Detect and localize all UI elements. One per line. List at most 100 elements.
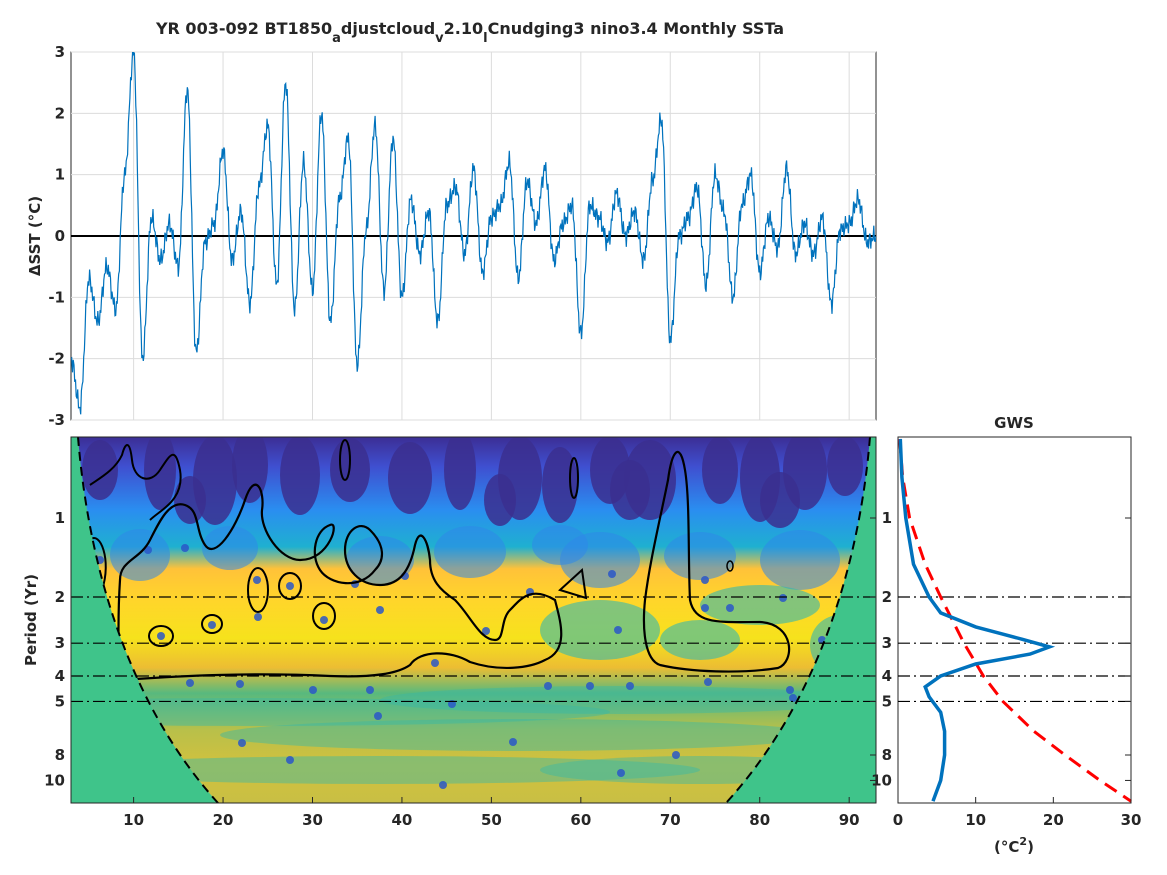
mid-power-region-6 [760, 530, 840, 590]
power-minimum-dot-13 [482, 627, 490, 635]
low-band-region-1 [380, 686, 860, 714]
power-minimum-dot-15 [608, 570, 616, 578]
sst-anomaly-line [71, 52, 876, 415]
gws-significance-curve [898, 438, 1132, 803]
power-minimum-dot-29 [236, 680, 244, 688]
cone-of-influence-right [726, 437, 876, 803]
gws-xtick-label-30: 30 [1121, 811, 1142, 829]
cone-boundary-left [77, 437, 219, 803]
low-power-region-6 [388, 442, 432, 514]
power-minimum-dot-22 [586, 682, 594, 690]
power-minimum-dot-12 [431, 659, 439, 667]
power-minimum-dot-23 [544, 682, 552, 690]
wavelet-xtick-label-90: 90 [839, 811, 860, 829]
ts-ytick-label-0: 3 [55, 43, 65, 61]
low-band-region-2 [220, 719, 820, 751]
gws-reference-lines [898, 596, 1131, 703]
power-minimum-dot-25 [704, 678, 712, 686]
significance-contour-small-4 [278, 572, 302, 600]
gws-ytick-label-8: 8 [882, 746, 892, 764]
cone-of-influence-left [71, 437, 218, 803]
power-minimum-dot-31 [366, 686, 374, 694]
power-minimum-dot-10 [157, 632, 165, 640]
power-minimum-dot-2 [181, 544, 189, 552]
gws-axes-box [897, 436, 1132, 804]
power-minimum-dot-28 [186, 679, 194, 687]
gws-title: GWS [994, 414, 1034, 432]
power-minimum-dot-36 [439, 781, 447, 789]
power-minimum-dot-21 [614, 626, 622, 634]
ts-ytick-label-1: 2 [55, 104, 65, 122]
gws-spectrum-curve [898, 438, 1056, 802]
wavelet-ytick-label-3: 3 [55, 634, 65, 652]
low-power-region-1 [144, 437, 176, 510]
mid-power-region-7 [532, 525, 588, 565]
significance-contour-small-1 [148, 625, 174, 647]
timeseries-ylabel: ΔSST (°C) [26, 196, 44, 276]
low-power-region-9 [542, 447, 578, 523]
wavelet-x-ticks: 10 20 30 40 50 60 70 80 90 [123, 797, 860, 829]
gws-ytick-label-5: 5 [882, 692, 892, 710]
low-power-region-19 [484, 474, 516, 526]
mid-power-region-5 [664, 532, 736, 580]
low-power-region-16 [174, 476, 206, 524]
gws-xtick-label-10: 10 [965, 811, 986, 829]
wavelet-panel: 1 2 3 4 5 8 10 10 20 30 40 50 60 70 80 90 Period (Yr) [22, 436, 877, 829]
significance-contour-small-6 [339, 439, 351, 481]
significance-contour-small-8 [558, 567, 588, 600]
mid-power-region-3 [434, 526, 506, 578]
wavelet-ytick-label-2: 2 [55, 588, 65, 606]
wavelet-xtick-label-30: 30 [302, 811, 323, 829]
wavelet-xtick-label-20: 20 [213, 811, 234, 829]
wavelet-xtick-label-50: 50 [481, 811, 502, 829]
wavelet-y-ticks: 1 2 3 4 5 8 10 [44, 509, 65, 789]
power-minimum-dot-41 [789, 694, 797, 702]
ts-ytick-label-3: 0 [55, 227, 65, 245]
low-power-region-0 [82, 440, 118, 500]
wavelet-ytick-label-4: 4 [55, 667, 65, 685]
timeseries-panel: 3 2 1 0 -1 -2 -3 ΔSST (°C) [26, 43, 877, 429]
power-minimum-dot-30 [309, 686, 317, 694]
wavelet-xtick-label-70: 70 [660, 811, 681, 829]
gws-xlabel: (°C2) [994, 835, 1034, 856]
gws-xtick-label-0: 0 [893, 811, 903, 829]
figure-title: YR 003-092 BT1850adjustcloudv2.10lCnudgi… [155, 19, 784, 46]
wavelet-right-y-ticks [870, 517, 876, 781]
mid-power-region-1 [202, 526, 258, 570]
wavelet-ytick-label-5: 5 [55, 692, 65, 710]
wavelet-xtick-label-60: 60 [570, 811, 591, 829]
gws-ytick-label-10: 10 [871, 771, 892, 789]
significance-contour-small-2 [201, 614, 223, 634]
significance-contour-small-7 [569, 457, 579, 499]
wavelet-ytick-label-8: 8 [55, 746, 65, 764]
power-minimum-dot-26 [786, 686, 794, 694]
significance-contour-right [642, 450, 791, 673]
power-minimum-dot-19 [779, 594, 787, 602]
power-minimum-dot-7 [376, 606, 384, 614]
significance-contour-small-5 [312, 602, 336, 630]
significance-contour-left-edge [89, 537, 107, 591]
low-band-region-3 [71, 756, 700, 784]
low-power-region-12 [702, 437, 738, 504]
significance-contour-main [117, 483, 563, 682]
significance-contour-small-9 [726, 560, 734, 572]
wavelet-axes-box [70, 436, 877, 804]
power-minimum-dot-1 [144, 546, 152, 554]
low-power-region-15 [827, 437, 863, 496]
power-minimum-dot-9 [254, 613, 262, 621]
low-power-region-18 [760, 472, 800, 528]
power-minimum-dot-5 [320, 616, 328, 624]
gws-ytick-label-1: 1 [882, 509, 892, 527]
timeseries-y-ticks: 3 2 1 0 -1 -2 -3 [48, 43, 65, 429]
wavelet-xtick-label-10: 10 [123, 811, 144, 829]
power-minimum-dot-40 [672, 751, 680, 759]
gws-y-ticks: 1 2 3 4 5 8 10 [871, 509, 1131, 789]
ts-ytick-label-2: 1 [55, 166, 65, 184]
wavelet-xtick-label-40: 40 [392, 811, 413, 829]
gws-x-ticks: 0 10 20 30 [893, 797, 1142, 829]
gws-panel: 1 2 3 4 5 8 10 0 10 20 30 GWS (°C2) [871, 414, 1141, 856]
power-minimum-dot-37 [509, 738, 517, 746]
gws-xtick-label-20: 20 [1043, 811, 1064, 829]
power-minimum-dot-34 [238, 739, 246, 747]
